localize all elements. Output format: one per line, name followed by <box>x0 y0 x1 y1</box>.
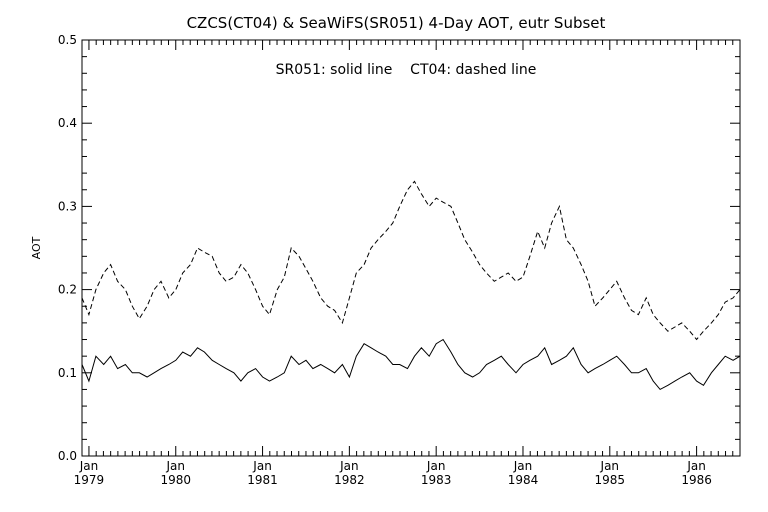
y-tick-label: 0.2 <box>58 283 77 297</box>
y-tick-label: 0.5 <box>58 33 77 47</box>
x-tick-month-label: Jan <box>600 459 620 473</box>
y-axis-label: AOT <box>30 236 43 259</box>
x-tick-year-label: 1983 <box>421 473 452 487</box>
x-tick-month-label: Jan <box>339 459 359 473</box>
x-tick-month-label: Jan <box>686 459 706 473</box>
x-tick-year-label: 1984 <box>508 473 539 487</box>
x-tick-year-label: 1981 <box>247 473 278 487</box>
chart-title: CZCS(CT04) & SeaWiFS(SR051) 4-Day AOT, e… <box>187 14 606 32</box>
x-tick-year-label: 1986 <box>681 473 712 487</box>
x-tick-month-label: Jan <box>79 459 99 473</box>
axis-ticks: 0.00.10.20.30.40.5Jan1979Jan1980Jan1981J… <box>58 33 741 487</box>
x-tick-year-label: 1985 <box>595 473 626 487</box>
x-tick-year-label: 1980 <box>160 473 191 487</box>
series-line-sr051 <box>81 338 741 391</box>
series-lines <box>81 180 741 391</box>
x-tick-year-label: 1979 <box>74 473 105 487</box>
x-tick-year-label: 1982 <box>334 473 365 487</box>
x-tick-month-label: Jan <box>426 459 446 473</box>
y-tick-label: 0.0 <box>58 449 77 463</box>
y-tick-label: 0.4 <box>58 116 77 130</box>
x-tick-month-label: Jan <box>513 459 533 473</box>
y-tick-label: 0.1 <box>58 366 77 380</box>
series-style-note: SR051: solid line CT04: dashed line <box>276 62 537 78</box>
y-tick-label: 0.3 <box>58 199 77 213</box>
x-tick-month-label: Jan <box>166 459 186 473</box>
plot-frame <box>81 39 741 457</box>
series-line-ct04 <box>81 180 741 341</box>
x-tick-month-label: Jan <box>252 459 272 473</box>
